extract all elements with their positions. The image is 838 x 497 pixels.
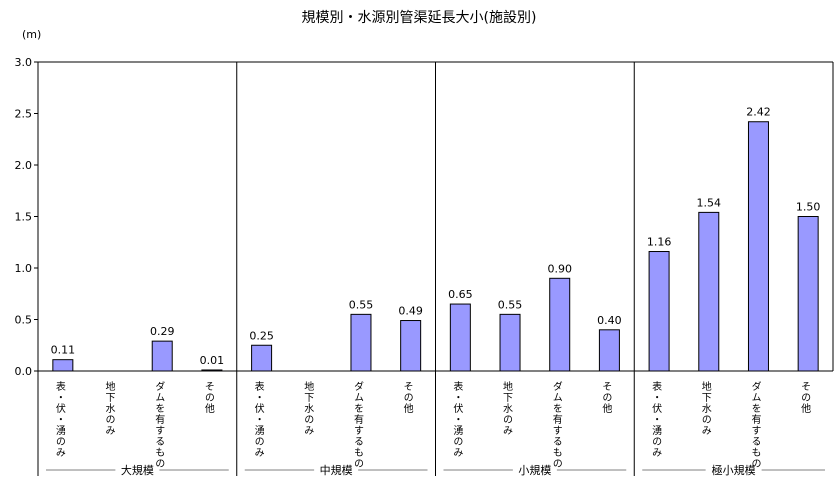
category-label: 表・伏・湧のみ	[252, 380, 264, 458]
category-label: ダムを有するもの	[550, 381, 562, 469]
bar	[698, 211, 720, 372]
data-label: 0.49	[398, 305, 423, 318]
bar	[797, 216, 819, 372]
bar	[549, 277, 571, 372]
bar	[449, 303, 471, 372]
category-label: その他	[799, 381, 811, 414]
plot-area: 0.0 0.5 1.0 1.5 2.0 2.5 3.0 大規模 0.11 表・伏・湧のみ 地下水のみ…	[15, 56, 834, 477]
bar	[201, 369, 223, 372]
category-label: その他	[202, 381, 214, 414]
category-label: ダムを有するもの	[153, 381, 165, 469]
category-label: その他	[401, 381, 413, 414]
data-label: 0.40	[597, 314, 622, 327]
group-label: 大規模	[121, 463, 154, 477]
chart-title: 規模別・水源別管渠延長大小(施設別)	[302, 10, 537, 26]
data-label: 2.42	[746, 106, 771, 119]
data-label: 0.11	[51, 344, 76, 357]
bar	[350, 313, 372, 372]
y-tick-label: 0.0	[15, 365, 33, 378]
category-label: その他	[600, 381, 612, 414]
group-label-background	[705, 462, 762, 476]
bar	[747, 121, 769, 372]
y-tick-label: 3.0	[15, 56, 33, 69]
y-tick-label: 1.5	[15, 211, 33, 224]
category-label: 地下水のみ	[103, 380, 115, 436]
category-label: 地下水のみ	[302, 380, 314, 436]
data-label: 0.55	[498, 298, 523, 311]
group-label-background	[115, 462, 160, 476]
bar	[151, 340, 173, 372]
group-label: 小規模	[518, 463, 551, 477]
group-label-background	[314, 462, 359, 476]
data-label: 0.29	[150, 325, 175, 338]
bar	[52, 359, 74, 372]
bar	[598, 329, 620, 372]
group-label: 中規模	[320, 463, 353, 477]
data-label: 1.16	[647, 236, 672, 249]
bar	[400, 320, 422, 372]
data-label: 1.50	[796, 201, 821, 214]
y-tick-label: 0.5	[15, 314, 33, 327]
data-label: 0.55	[349, 298, 374, 311]
y-tick-label: 2.0	[15, 159, 33, 172]
data-label: 1.54	[697, 196, 722, 209]
data-label: 0.01	[200, 354, 225, 367]
category-label: 表・伏・湧のみ	[53, 380, 65, 458]
category-label: 地下水のみ	[501, 380, 513, 436]
bar	[251, 344, 273, 372]
y-tick-label: 1.0	[15, 262, 33, 275]
data-label: 0.90	[547, 262, 572, 275]
category-label: ダムを有するもの	[351, 381, 363, 469]
category-label: 地下水のみ	[699, 380, 711, 436]
category-label: 表・伏・湧のみ	[650, 380, 662, 458]
data-label: 0.65	[448, 288, 473, 301]
bar	[648, 251, 670, 372]
group-label: 極小規模	[712, 463, 756, 477]
data-label: 0.25	[249, 329, 274, 342]
group-label-background	[512, 462, 557, 476]
y-tick-label: 2.5	[15, 108, 33, 121]
category-label: ダムを有するもの	[749, 381, 761, 469]
y-axis-unit: (m)	[22, 28, 41, 41]
category-label: 表・伏・湧のみ	[451, 380, 463, 458]
bar	[499, 313, 521, 372]
